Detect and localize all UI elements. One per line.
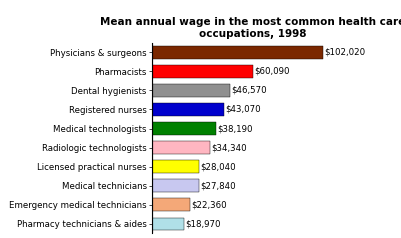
Bar bbox=[152, 141, 210, 154]
Bar bbox=[152, 198, 190, 211]
Text: $38,190: $38,190 bbox=[217, 124, 253, 133]
Bar bbox=[152, 46, 323, 59]
Bar bbox=[152, 65, 253, 78]
Bar bbox=[152, 179, 199, 192]
Bar bbox=[152, 84, 230, 97]
Text: $27,840: $27,840 bbox=[200, 181, 236, 190]
Title: Mean annual wage in the most common health care
occupations, 1998: Mean annual wage in the most common heal… bbox=[100, 17, 401, 39]
Text: $46,570: $46,570 bbox=[231, 86, 267, 95]
Text: $28,040: $28,040 bbox=[200, 162, 236, 171]
Text: $43,070: $43,070 bbox=[226, 105, 261, 114]
Bar bbox=[152, 218, 184, 230]
Text: $60,090: $60,090 bbox=[254, 67, 290, 76]
Text: $102,020: $102,020 bbox=[324, 48, 365, 57]
Bar bbox=[152, 160, 199, 173]
Bar bbox=[152, 122, 216, 135]
Text: $22,360: $22,360 bbox=[191, 200, 227, 209]
Text: $18,970: $18,970 bbox=[185, 219, 221, 228]
Text: $34,340: $34,340 bbox=[211, 143, 247, 152]
Bar bbox=[152, 103, 224, 116]
